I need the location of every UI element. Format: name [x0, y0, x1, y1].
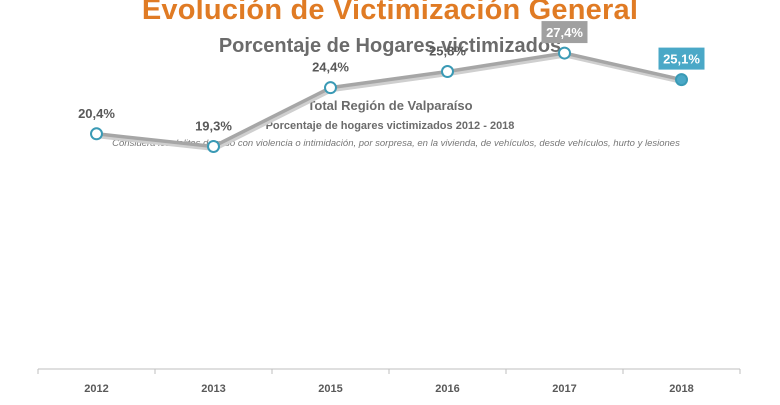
data-label: 19,3% [195, 118, 232, 133]
data-label: 20,4% [78, 106, 115, 121]
data-point [207, 139, 220, 153]
data-point [558, 46, 571, 60]
data-label: 24,4% [312, 60, 349, 75]
x-tick-label: 2013 [201, 383, 225, 395]
data-point [675, 73, 688, 87]
data-label: 25,1% [663, 52, 700, 67]
data-point [324, 81, 337, 95]
x-tick-label: 2015 [318, 383, 342, 395]
data-label: 27,4% [546, 25, 583, 40]
page-subtitle: Porcentaje de Hogares victimizados [218, 35, 562, 57]
series-line [94, 51, 684, 149]
chart-title: Total Región de Valparaíso [307, 98, 472, 113]
x-tick-label: 2017 [552, 383, 576, 395]
x-tick-label: 2016 [435, 383, 459, 395]
data-label: 25,8% [429, 44, 466, 59]
data-point [441, 65, 454, 79]
x-tick-label: 2012 [84, 383, 108, 395]
data-label-box [658, 47, 705, 70]
data-label-box [541, 21, 588, 44]
data-point [90, 127, 103, 141]
chart-note: Considera los delitos de robo con violen… [112, 138, 680, 149]
chart-subtitle: Porcentaje de hogares victimizados 2012 … [266, 120, 515, 132]
x-tick-label: 2018 [669, 383, 693, 395]
